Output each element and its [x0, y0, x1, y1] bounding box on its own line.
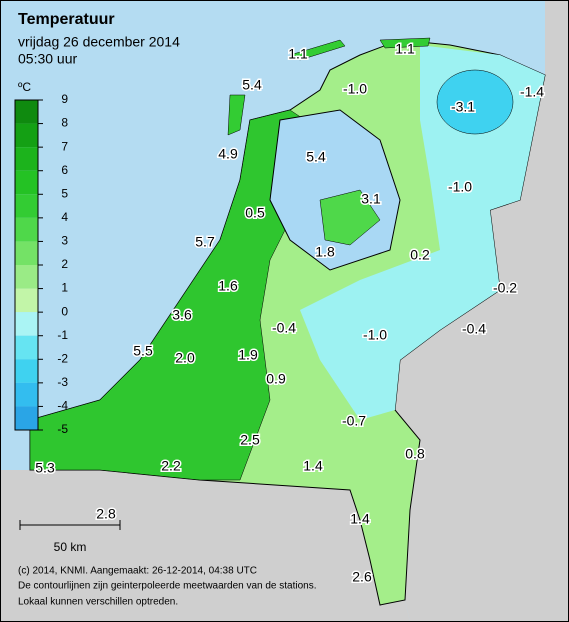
station-value: 1.8 — [315, 244, 335, 260]
legend-swatch — [15, 241, 38, 265]
legend-swatch — [15, 406, 38, 430]
legend-swatch — [15, 100, 38, 124]
station-value: -0.4 — [462, 321, 486, 337]
station-value: 0.5 — [245, 205, 265, 221]
station-value: 0.8 — [405, 446, 425, 462]
station-value: -1.0 — [448, 179, 472, 195]
time: 05:30 uur — [18, 51, 77, 67]
station-value: 2.2 — [161, 458, 181, 474]
station-value: 2.8 — [96, 506, 116, 522]
legend-tick-label: 8 — [61, 116, 68, 130]
legend-swatch — [15, 335, 38, 360]
legend-tick-label: 7 — [61, 139, 68, 153]
legend-swatch — [15, 359, 38, 383]
stations: 1.1 1.1 5.4 -1.0 -3.1 -1.4 4.9 5.4 -1.0 3.1 0.5 5.7… — [34, 39, 546, 586]
legend-swatch — [15, 382, 38, 407]
legend-tick-label: -2 — [57, 351, 68, 365]
legend-tick-label: -3 — [57, 375, 68, 389]
station-value: 2.5 — [240, 432, 260, 448]
legend-swatch — [15, 147, 38, 171]
station-value: 2.0 — [175, 350, 195, 366]
legend-tick-label: 6 — [61, 163, 68, 177]
station-value: 5.4 — [306, 149, 326, 165]
station-value: 1.4 — [303, 458, 323, 474]
station-value: 0.9 — [266, 371, 286, 387]
station-value: 1.9 — [238, 347, 258, 363]
station-value: 0.2 — [410, 247, 430, 263]
legend-tick-label: 0 — [61, 304, 68, 318]
legend-tick-label: 3 — [61, 234, 68, 248]
legend-swatch — [15, 194, 38, 218]
footer-line: (c) 2014, KNMI. Aangemaakt: 26-12-2014, … — [18, 566, 257, 577]
legend-tick-label: 9 — [61, 92, 68, 106]
footer-line: Lokaal kunnen verschillen optreden. — [18, 597, 178, 608]
station-value: -0.4 — [272, 320, 296, 336]
legend-tick-label: -4 — [57, 399, 68, 413]
station-value: 3.6 — [172, 307, 192, 323]
legend: 9 8 7 6 5 4 3 2 1 0 -1 -2 -3 -4 -5 — [14, 92, 68, 436]
station-value: 4.9 — [218, 146, 238, 162]
station-value: 3.1 — [361, 191, 381, 207]
station-value: -0.2 — [493, 280, 517, 296]
station-value: 5.3 — [35, 460, 55, 476]
cold-core — [436, 69, 514, 135]
station-value: -3.1 — [451, 99, 475, 115]
station-value: 1.4 — [350, 511, 370, 527]
legend-swatch — [15, 312, 38, 336]
legend-unit: ºC — [18, 80, 31, 94]
station-value: 5.5 — [133, 343, 153, 359]
station-value: 5.7 — [195, 234, 215, 250]
title: Temperatuur — [18, 11, 115, 28]
station-value: -1.0 — [343, 81, 367, 97]
date: vrijdag 26 december 2014 — [18, 34, 180, 50]
legend-tick-label: -1 — [57, 328, 68, 342]
station-value: 5.4 — [242, 77, 262, 93]
station-value: -1.0 — [363, 327, 387, 343]
legend-swatch — [15, 265, 38, 289]
station-value: 1.1 — [395, 41, 415, 57]
legend-tick-label: -5 — [57, 422, 68, 436]
legend-swatch — [15, 123, 38, 148]
station-value: 2.6 — [352, 569, 372, 585]
flevoland — [319, 189, 381, 246]
legend-swatch — [15, 170, 38, 195]
legend-tick-label: 2 — [61, 257, 68, 271]
footer-line: De contourlijnen zijn geinterpoleerde me… — [18, 581, 317, 592]
islands — [227, 37, 431, 136]
legend-tick-label: 5 — [61, 186, 68, 200]
germany — [395, 0, 569, 622]
legend-swatch — [15, 288, 38, 313]
scale-label: 50 km — [54, 540, 87, 554]
legend-tick-label: 1 — [61, 281, 68, 295]
belgium — [0, 470, 410, 622]
station-value: 1.6 — [218, 278, 238, 294]
legend-swatch — [15, 217, 38, 242]
station-value: 1.1 — [288, 46, 308, 62]
cold-region — [300, 45, 545, 420]
station-value: -1.4 — [520, 84, 544, 100]
legend-tick-label: 4 — [61, 210, 68, 224]
station-value: -0.7 — [342, 413, 366, 429]
